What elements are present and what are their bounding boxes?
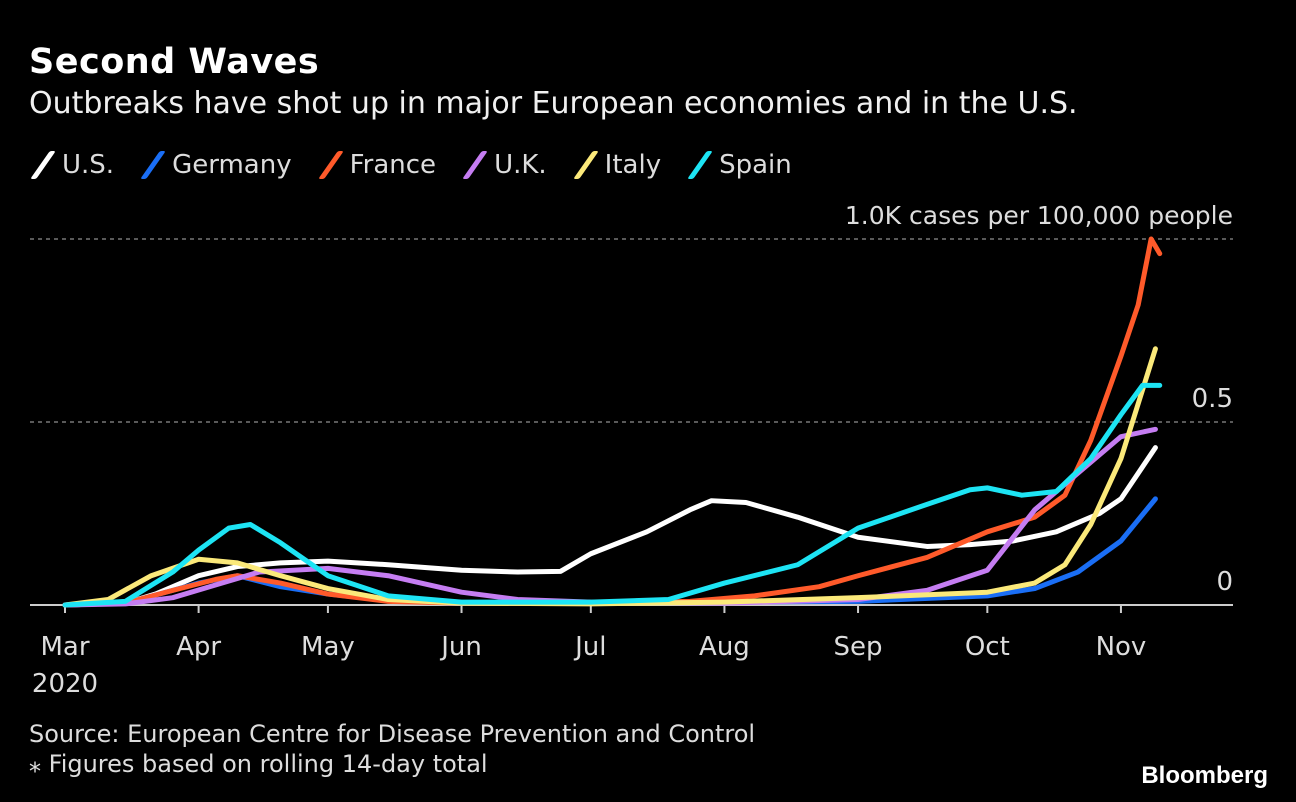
x-tick-label: Jul: [573, 632, 606, 662]
x-tick-label: Aug: [699, 632, 750, 662]
chart-subtitle: Outbreaks have shot up in major European…: [29, 86, 1078, 121]
bloomberg-logo: Bloomberg: [1141, 762, 1268, 789]
chart-title: Second Waves: [29, 42, 320, 82]
source-note: Source: European Centre for Disease Prev…: [29, 720, 756, 748]
series-line-france: [62, 236, 1163, 608]
y-tick-label: 1.0K cases per 100,000 people: [845, 201, 1233, 230]
x-tick-label: Apr: [176, 632, 221, 662]
legend-item: Spain: [687, 150, 792, 180]
legend-item: U.K.: [462, 150, 547, 180]
x-tick-label: Mar: [40, 632, 89, 662]
legend-label: France: [349, 150, 437, 180]
series-line-spain: [62, 382, 1163, 608]
x-tick-label: Jun: [439, 632, 482, 662]
footnote: ⁎ Figures based on rolling 14-day total: [29, 750, 488, 778]
y-tick-label: 0: [1216, 567, 1233, 597]
legend-label: Germany: [172, 150, 292, 180]
legend-label: Italy: [604, 150, 662, 180]
x-tick-label: Sep: [834, 632, 883, 662]
legend-item: France: [317, 150, 437, 180]
x-tick-sublabel: 2020: [32, 669, 98, 699]
x-tick-label: Oct: [965, 632, 1010, 662]
legend-item: U.S.: [30, 150, 114, 180]
x-tick-label: Nov: [1096, 632, 1147, 662]
legend-label: Spain: [719, 150, 792, 180]
legend-label: U.S.: [62, 150, 115, 180]
y-tick-label: 0.5: [1192, 384, 1233, 414]
legend-label: U.K.: [494, 150, 547, 180]
x-tick-label: May: [301, 632, 355, 662]
legend-item: Germany: [140, 150, 292, 180]
legend-item: Italy: [572, 150, 662, 180]
series-line-uk: [62, 426, 1158, 608]
legend: U.S. Germany France U.K. Italy Spain: [30, 150, 818, 180]
